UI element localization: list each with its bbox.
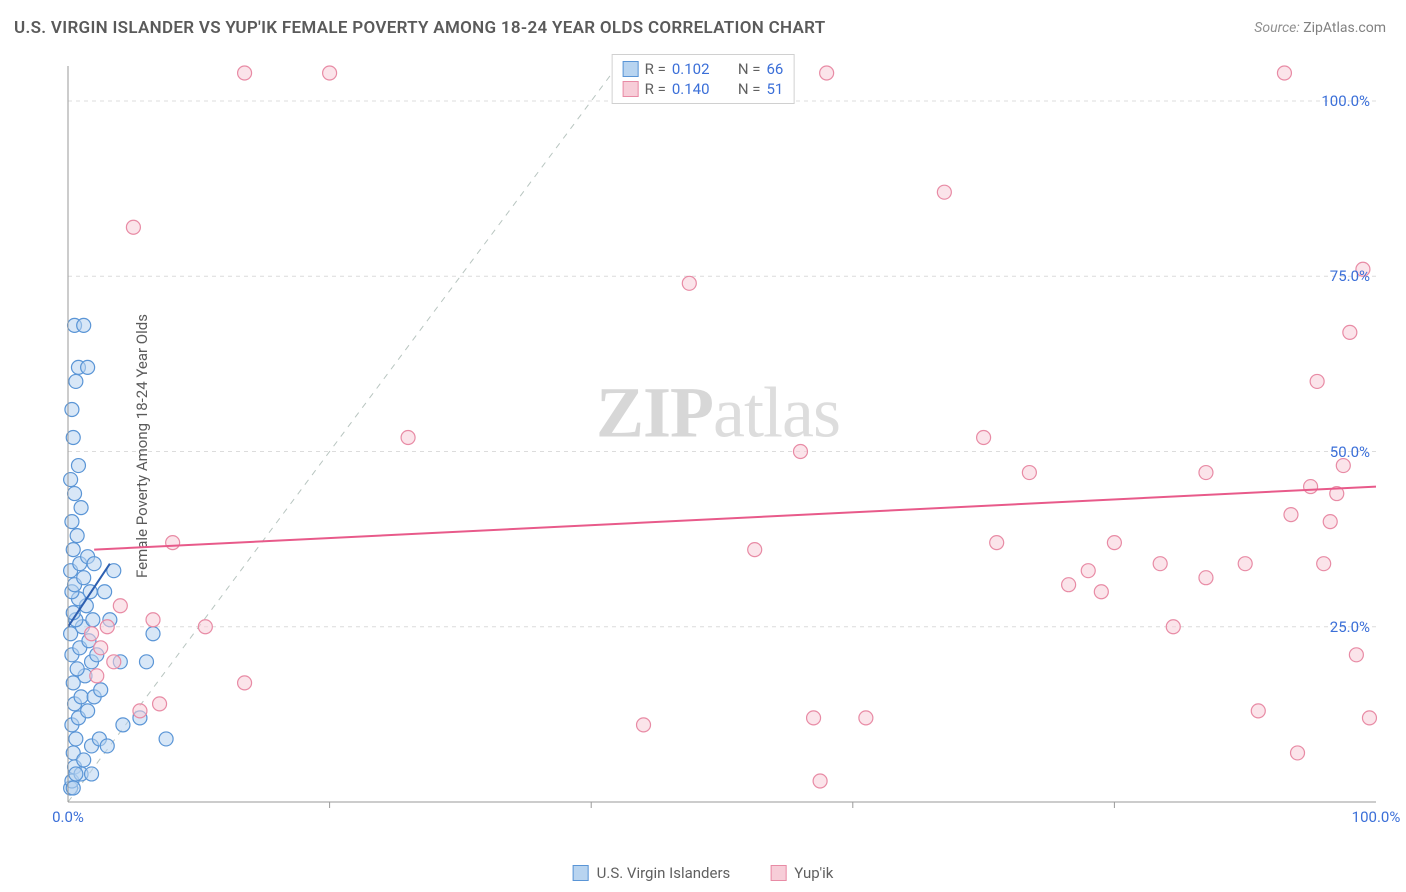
correlation-legend: R = 0.102 N = 66 R = 0.140 N = 51 [612,54,795,104]
source-label: Source: [1254,20,1299,36]
legend-swatch-yupik [770,865,786,881]
chart-area: ZIPatlas 25.0%50.0%75.0%100.0%0.0%100.0% [48,54,1388,834]
source-attribution: Source: ZipAtlas.com [1254,20,1386,36]
source-value: ZipAtlas.com [1303,20,1386,36]
legend-row-yupik: R = 0.140 N = 51 [623,79,784,99]
y-tick-label: 50.0% [1330,443,1370,461]
scatter-chart-svg [48,54,1388,834]
n-label: N = [738,60,761,78]
y-tick-label: 100.0% [1321,92,1370,110]
x-tick-label: 0.0% [52,808,84,826]
r-label: R = [645,80,666,98]
legend-swatch-usvi [573,865,589,881]
n-value-yupik: 51 [766,80,783,98]
y-tick-label: 25.0% [1330,618,1370,636]
legend-item-usvi: U.S. Virgin Islanders [573,864,731,882]
r-value-usvi: 0.102 [672,60,722,78]
r-value-yupik: 0.140 [672,80,722,98]
series-legend: U.S. Virgin Islanders Yup'ik [573,864,834,882]
legend-row-usvi: R = 0.102 N = 66 [623,59,784,79]
legend-swatch-yupik [623,81,639,97]
y-tick-label: 75.0% [1330,267,1370,285]
x-tick-label: 100.0% [1352,808,1401,826]
chart-title: U.S. VIRGIN ISLANDER VS YUP'IK FEMALE PO… [14,18,825,38]
n-value-usvi: 66 [766,60,783,78]
legend-swatch-usvi [623,61,639,77]
legend-label-usvi: U.S. Virgin Islanders [597,864,731,882]
r-label: R = [645,60,666,78]
legend-label-yupik: Yup'ik [794,864,833,882]
legend-item-yupik: Yup'ik [770,864,833,882]
n-label: N = [738,80,761,98]
